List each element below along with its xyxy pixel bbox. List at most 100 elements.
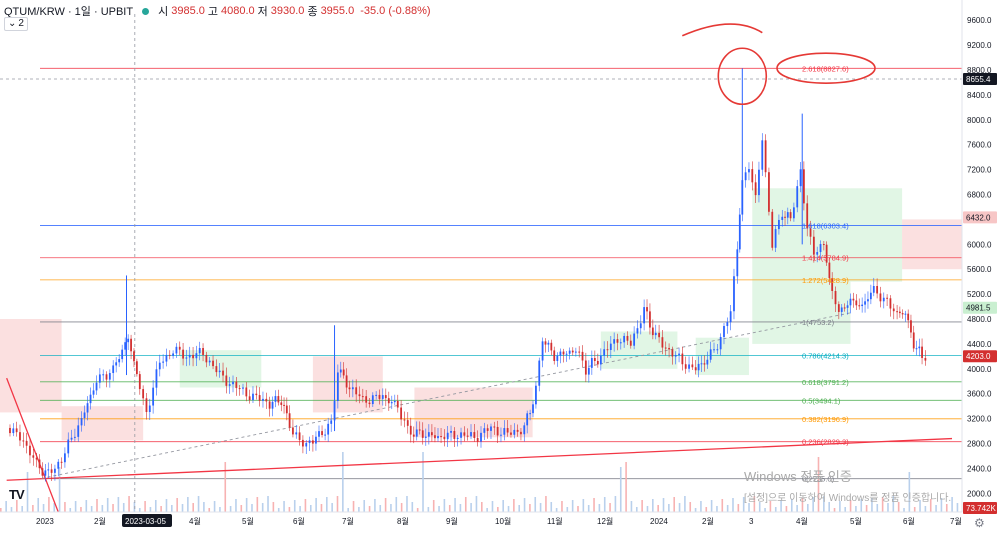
- fib-level-label: 0.5(3494.1): [802, 396, 841, 405]
- candle-body: [288, 413, 291, 428]
- candle-body: [626, 335, 629, 341]
- candle-body: [22, 440, 25, 442]
- volume-bar: [85, 500, 88, 512]
- candle-body: [896, 311, 898, 313]
- candle-body: [733, 276, 735, 312]
- candle-body: [25, 440, 28, 446]
- annotation-stroke: [681, 23, 763, 37]
- volume-bar: [342, 452, 344, 512]
- volume-bar: [700, 501, 702, 512]
- candle-body: [218, 370, 221, 373]
- fib-level-label: 0.786(4214.3): [802, 351, 849, 360]
- volume-bar: [945, 504, 948, 512]
- volume-bar: [304, 499, 307, 512]
- volume-bar: [320, 504, 323, 512]
- candle-body: [188, 354, 191, 358]
- candle-body: [265, 398, 268, 402]
- trendline-downtrend: [6, 377, 59, 513]
- volume-bar: [897, 502, 900, 512]
- time-axis-highlight: [122, 514, 172, 527]
- volume-bar: [956, 503, 959, 512]
- candle-body: [915, 348, 918, 350]
- fib-level-label: 0.236(2829.3): [802, 438, 849, 447]
- candle-body: [387, 398, 390, 404]
- candle-body: [242, 387, 244, 389]
- candle-body: [590, 358, 593, 368]
- candle-body: [691, 364, 694, 368]
- volume-bar: [785, 506, 788, 512]
- volume-bar: [860, 499, 863, 512]
- candle-body: [587, 367, 590, 375]
- volume-bar: [486, 508, 488, 512]
- volume-bar: [518, 505, 521, 512]
- candle-body: [907, 313, 910, 321]
- volume-bar: [823, 496, 825, 512]
- price-axis-tick: 6800.0: [967, 191, 992, 200]
- candle-body: [175, 346, 178, 354]
- candle-body: [816, 252, 819, 255]
- candle-body: [837, 304, 840, 312]
- volume-bar: [929, 499, 932, 512]
- candle-body: [29, 445, 31, 456]
- candle-body: [882, 297, 885, 302]
- candle-body: [371, 395, 374, 405]
- volume-bar: [705, 507, 708, 512]
- candle-body: [649, 311, 651, 328]
- volume-bar: [625, 462, 627, 512]
- candle-body: [822, 244, 825, 246]
- volume-bar: [577, 506, 579, 512]
- volume-bar: [844, 507, 847, 512]
- ichimoku-cloud-band: [312, 356, 383, 413]
- candle-body: [636, 328, 639, 334]
- candle-body: [603, 349, 606, 356]
- candle-body: [713, 349, 715, 351]
- candle-body: [643, 307, 646, 324]
- candle-body: [619, 342, 622, 344]
- watermark-subtitle: [설정]으로 이동하여 Windows를 정품 인증합니다.: [744, 493, 952, 504]
- candle-body: [550, 342, 553, 351]
- gear-icon[interactable]: ⚙: [974, 516, 985, 530]
- candle-body: [496, 426, 499, 436]
- candle-body: [443, 436, 446, 440]
- candle-body: [165, 354, 168, 362]
- candle-body: [616, 339, 619, 343]
- volume-bar: [566, 507, 569, 512]
- candle-body: [748, 169, 750, 173]
- symbol-name[interactable]: QTUM/KRW · 1일 · UPBIT: [4, 6, 134, 18]
- volume-bar: [737, 504, 740, 512]
- candle-body: [852, 298, 855, 301]
- volume-bar: [662, 498, 665, 512]
- fib-level-label: 0.618(3791.2): [802, 378, 849, 387]
- candle-body: [761, 140, 764, 170]
- volume-bar: [187, 497, 189, 512]
- volume-bar: [881, 497, 884, 512]
- volume-bar: [288, 507, 291, 512]
- volume-bar: [427, 507, 430, 512]
- price-axis-tick: 4400.0: [967, 340, 992, 349]
- volume-bar: [128, 496, 130, 512]
- candle-body: [271, 401, 274, 409]
- candle-body: [305, 443, 308, 447]
- candle-body: [846, 305, 849, 308]
- candle-body: [54, 468, 56, 473]
- candle-body: [19, 432, 21, 441]
- tradingview-logo-icon[interactable]: TV: [9, 487, 25, 502]
- candle-body: [342, 369, 345, 376]
- candle-body: [879, 293, 882, 302]
- candle-body: [195, 353, 198, 359]
- volume-bar: [374, 499, 376, 512]
- candle-body: [277, 396, 280, 403]
- candle-body: [538, 360, 541, 386]
- candle-body: [544, 341, 547, 345]
- candle-body: [921, 346, 923, 358]
- candle-body: [351, 387, 354, 390]
- candle-body: [41, 468, 44, 476]
- candle-body: [92, 390, 95, 395]
- candle-body: [47, 469, 50, 471]
- price-badge: [963, 502, 997, 514]
- candle-body: [510, 432, 512, 435]
- indicators-collapse-button[interactable]: ⌄ 2: [4, 17, 28, 31]
- volume-bar: [464, 497, 467, 512]
- volume-bar: [64, 502, 66, 512]
